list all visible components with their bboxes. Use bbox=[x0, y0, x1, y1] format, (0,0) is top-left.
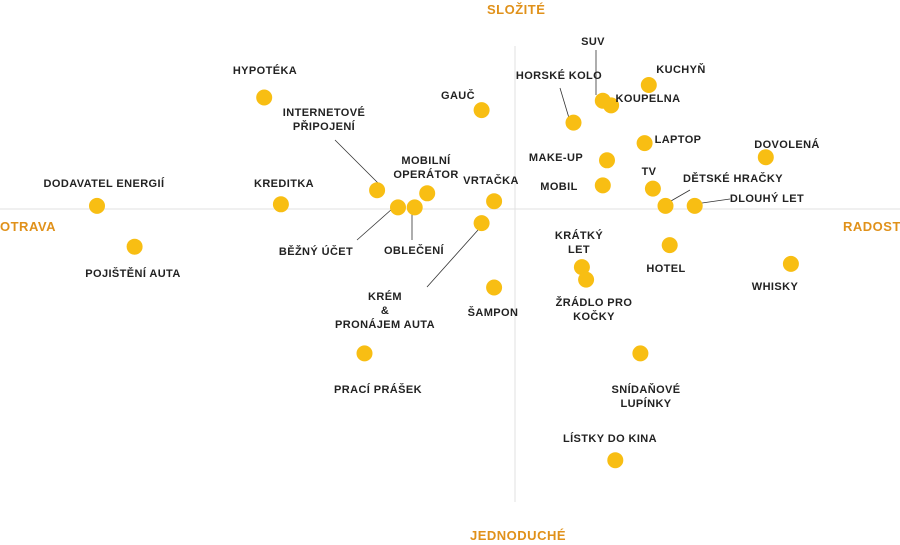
data-point bbox=[406, 199, 423, 216]
point-label: ŠAMPON bbox=[468, 306, 519, 319]
data-point bbox=[573, 259, 590, 276]
point-label: TV bbox=[642, 166, 657, 178]
data-point bbox=[272, 196, 289, 213]
point-label: DĚTSKÉ HRAČKY bbox=[683, 172, 783, 185]
data-point bbox=[603, 97, 620, 114]
data-point bbox=[473, 215, 490, 232]
point-label: KRÁTKÝ LET bbox=[555, 229, 603, 256]
data-point bbox=[369, 182, 386, 199]
point-labels: HYPOTÉKA GAUČ SUV KUCHYŇ HORSKÉ KOLO KOUPELNA… bbox=[44, 36, 820, 445]
data-point bbox=[390, 199, 406, 216]
data-point bbox=[256, 89, 273, 106]
data-point bbox=[89, 197, 105, 214]
data-point bbox=[473, 102, 490, 119]
data-point bbox=[661, 237, 678, 254]
data-point bbox=[644, 180, 661, 197]
data-point bbox=[599, 152, 615, 169]
point-label: KREDITKA bbox=[254, 178, 314, 190]
data-point bbox=[686, 197, 703, 214]
point-label: INTERNETOVÉ PŘIPOJENÍ bbox=[283, 106, 365, 133]
point-label: LAPTOP bbox=[655, 134, 702, 146]
axis-label-right: RADOST bbox=[843, 219, 900, 234]
axis-label-bottom: JEDNODUCHÉ bbox=[470, 528, 567, 543]
point-label: MAKE-UP bbox=[529, 152, 583, 164]
point-label: MOBILNÍ OPERÁTOR bbox=[393, 154, 458, 181]
data-point bbox=[356, 345, 373, 362]
point-label: VRTAČKA bbox=[463, 174, 519, 187]
data-point bbox=[657, 197, 674, 214]
point-label: KUCHYŇ bbox=[656, 63, 705, 76]
data-point bbox=[632, 345, 649, 362]
data-point bbox=[419, 185, 436, 202]
data-point bbox=[640, 77, 657, 93]
point-label: GAUČ bbox=[441, 89, 475, 102]
data-point bbox=[607, 452, 624, 469]
point-label: KOUPELNA bbox=[616, 93, 681, 105]
data-point bbox=[757, 149, 774, 166]
point-label: PRACÍ PRÁŠEK bbox=[334, 383, 422, 396]
point-label: DLOUHÝ LET bbox=[730, 192, 804, 205]
data-point bbox=[594, 177, 611, 194]
point-label: ŽRÁDLO PRO KOČKY bbox=[556, 296, 633, 323]
point-label: LÍSTKY DO KINA bbox=[563, 432, 657, 445]
point-label: MOBIL bbox=[540, 181, 577, 193]
point-label: KRÉM & PRONÁJEM AUTA bbox=[335, 290, 435, 331]
point-label: HORSKÉ KOLO bbox=[516, 69, 602, 82]
point-label: POJIŠTĚNÍ AUTA bbox=[85, 267, 180, 280]
data-point bbox=[578, 271, 595, 288]
data-point bbox=[565, 114, 582, 131]
data-point bbox=[636, 135, 653, 152]
point-label: HYPOTÉKA bbox=[233, 64, 297, 77]
leader-line bbox=[426, 229, 479, 288]
data-points bbox=[89, 77, 799, 469]
leader-lines bbox=[334, 50, 731, 288]
leader-line bbox=[356, 208, 393, 241]
point-label: OBLEČENÍ bbox=[384, 244, 445, 257]
point-label: HOTEL bbox=[646, 263, 685, 275]
point-label: SUV bbox=[581, 36, 605, 48]
point-label: SNÍDAŇOVÉ LUPÍNKY bbox=[612, 383, 681, 410]
data-point bbox=[486, 193, 503, 210]
axis-label-top: SLOŽITÉ bbox=[487, 2, 546, 17]
leader-line bbox=[334, 139, 381, 186]
axis-label-left: OTRAVA bbox=[0, 219, 56, 234]
point-label: DOVOLENÁ bbox=[754, 138, 820, 151]
point-label: DODAVATEL ENERGIÍ bbox=[44, 177, 165, 190]
leader-line bbox=[559, 87, 570, 119]
point-label: BĚŽNÝ ÚČET bbox=[279, 245, 353, 258]
data-point bbox=[126, 238, 143, 255]
data-point bbox=[486, 279, 503, 296]
point-label: WHISKY bbox=[752, 281, 799, 293]
data-point bbox=[782, 255, 799, 272]
